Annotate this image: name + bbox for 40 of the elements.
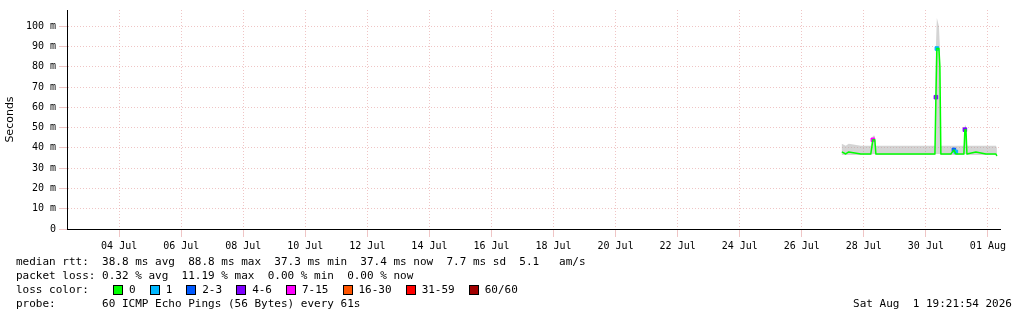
legend-label: 4-6	[252, 283, 272, 297]
legend-label: 2-3	[202, 283, 223, 297]
text: packet loss: 0.32 % avg 11.19 % max 0.00 % min 0.00 % now	[16, 269, 415, 283]
x-tick-label: 30 Jul	[907, 239, 944, 251]
y-tick-label: 60 m	[31, 100, 56, 112]
y-tick-label: 90 m	[31, 40, 56, 52]
x-tick-label: 28 Jul	[845, 239, 882, 251]
y-tick-label: 10 m	[31, 202, 56, 214]
y-tick-label: 100 m	[25, 19, 56, 31]
y-tick-label: 20 m	[31, 182, 56, 194]
y-tick-label: 50 m	[31, 121, 56, 133]
x-tick-label: 26 Jul	[783, 239, 820, 251]
y-tick-label: 0	[49, 222, 56, 234]
y-tick-label: 30 m	[31, 161, 56, 173]
x-tick-label: 01 Aug	[969, 239, 1006, 251]
x-tick-label: 10 Jul	[287, 239, 324, 251]
x-tick-label: 14 Jul	[411, 239, 448, 251]
text: Sat Aug 1 19:21:54 2026	[853, 297, 1012, 311]
legend-label: 16-30	[358, 283, 392, 297]
y-tick-label: 70 m	[31, 80, 56, 92]
legend-label: 7-15	[302, 283, 329, 297]
legend-label: 60/60	[484, 283, 518, 297]
x-tick-label: 18 Jul	[535, 239, 572, 251]
x-tick-label: 12 Jul	[349, 239, 386, 251]
x-tick-label: 06 Jul	[163, 239, 200, 251]
legend-label: 31-59	[421, 283, 455, 297]
x-tick-label: 24 Jul	[721, 239, 758, 251]
legend-label: 0	[129, 283, 136, 297]
x-tick-label: 08 Jul	[225, 239, 262, 251]
x-tick-label: 22 Jul	[659, 239, 696, 251]
y-tick-label: 80 m	[31, 60, 56, 72]
x-tick-label: 20 Jul	[597, 239, 634, 251]
x-tick-label: 04 Jul	[101, 239, 138, 251]
legend-label: 1	[165, 283, 173, 297]
text: probe: 60 ICMP Echo Pings (56 Bytes) every 61s	[16, 297, 361, 310]
text: median rtt: 38.8 ms avg 88.8 ms max 37.3 ms min 37.4 ms now 7.7 ms sd 5.1 am/s	[16, 255, 587, 269]
x-tick-label: 16 Jul	[473, 239, 510, 251]
y-tick-label: 40 m	[31, 141, 56, 153]
y-axis-title: Seconds	[3, 96, 17, 143]
legend-title: loss color:	[16, 283, 90, 297]
